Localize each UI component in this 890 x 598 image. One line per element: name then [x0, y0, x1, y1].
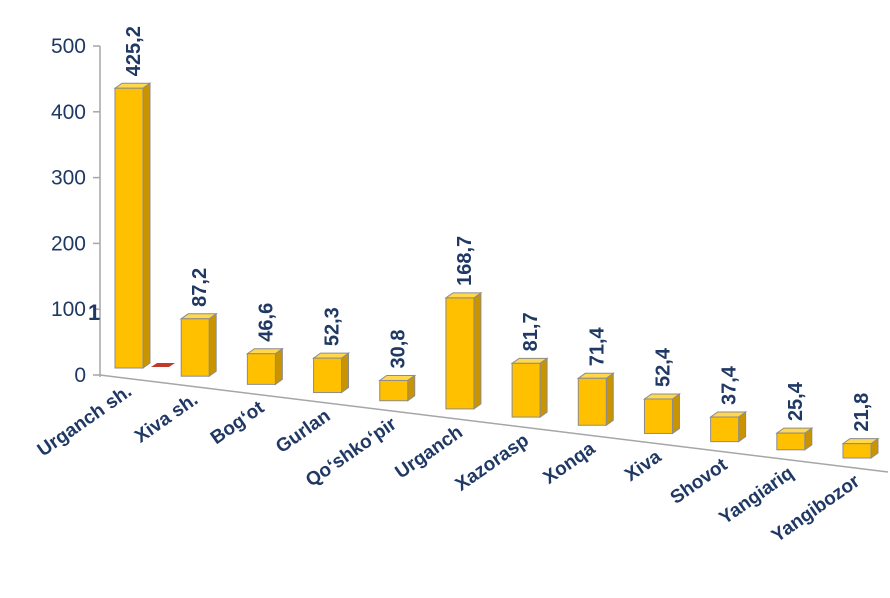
y-tick-label: 0 — [74, 364, 86, 387]
bar-front — [776, 432, 806, 451]
data-label: 52,4 — [652, 347, 674, 387]
bar — [775, 427, 814, 451]
bar-side — [671, 393, 680, 435]
bar-front — [577, 377, 607, 426]
bar-side — [539, 357, 548, 419]
bar-top — [775, 427, 814, 434]
secondary-data-label: 1 — [88, 300, 100, 325]
bar-top — [113, 82, 152, 89]
bar-top — [179, 313, 218, 320]
chart-axes: 0 100 200 300 400 500 — [51, 35, 889, 473]
data-label: 168,7 — [454, 236, 476, 286]
bar-side — [274, 347, 283, 386]
bar-top — [245, 348, 284, 355]
bar-front — [445, 297, 475, 410]
bar-front — [842, 443, 872, 459]
bar-top — [841, 438, 880, 445]
category-label: Xiva — [621, 446, 665, 486]
bar-front — [114, 87, 144, 369]
bar-top — [642, 393, 682, 400]
bar-front — [246, 353, 276, 385]
bar-top — [576, 372, 615, 379]
bar — [245, 347, 284, 386]
data-label: 37,4 — [719, 365, 741, 405]
bar-front — [710, 416, 740, 443]
bar-front — [379, 379, 409, 402]
y-tick-label: 300 — [51, 167, 86, 190]
data-label: 25,4 — [785, 381, 807, 421]
bar — [642, 393, 682, 435]
bar-front — [180, 318, 210, 377]
bar-front — [511, 362, 541, 418]
bar-side — [142, 82, 151, 369]
category-label: Shovot — [667, 454, 732, 509]
bar-top — [311, 352, 351, 359]
data-label: 46,6 — [255, 303, 277, 342]
y-tick-label: 200 — [51, 232, 86, 255]
data-label: 87,2 — [189, 268, 211, 307]
bar — [179, 312, 218, 378]
category-label: Urganch sh. — [34, 381, 136, 461]
chart-labels: 425,2 Urganch sh. 87,2 Xiva sh. 46,6 Bog‘ot 52… — [34, 26, 873, 547]
bar — [576, 372, 615, 427]
bar — [709, 411, 748, 443]
y-tick-label: 100 — [51, 298, 86, 321]
data-label: 30,8 — [388, 330, 410, 369]
bar-top — [378, 374, 417, 381]
data-label: 52,3 — [322, 307, 344, 346]
bar-side — [208, 312, 217, 378]
bar — [510, 357, 549, 419]
bar — [311, 352, 351, 394]
bar-front — [643, 398, 673, 434]
y-tick-label: 500 — [51, 35, 86, 58]
category-label: Bog‘ot — [207, 397, 269, 449]
bar — [378, 374, 417, 402]
bar — [444, 291, 483, 410]
bar-front — [313, 357, 343, 394]
bar-side — [341, 352, 350, 394]
data-label: 71,4 — [586, 326, 608, 366]
data-label: 425,2 — [123, 26, 145, 76]
bar-top — [709, 411, 748, 418]
category-label: Xonqa — [540, 438, 600, 489]
bar-side — [605, 372, 614, 427]
bar-top — [444, 292, 483, 299]
data-label: 21,8 — [851, 393, 873, 432]
bar-side — [473, 291, 482, 410]
data-label: 81,7 — [520, 312, 542, 351]
bar-top — [510, 357, 549, 364]
chart-bars — [113, 82, 880, 459]
bar — [113, 82, 152, 369]
y-tick-label: 400 — [51, 101, 86, 124]
x-axis-line — [99, 374, 889, 473]
bar — [841, 437, 880, 459]
category-label: Urganch — [392, 422, 467, 483]
category-label: Xiva sh. — [131, 389, 202, 447]
category-label: Gurlan — [272, 405, 334, 457]
secondary-bar — [151, 363, 175, 367]
